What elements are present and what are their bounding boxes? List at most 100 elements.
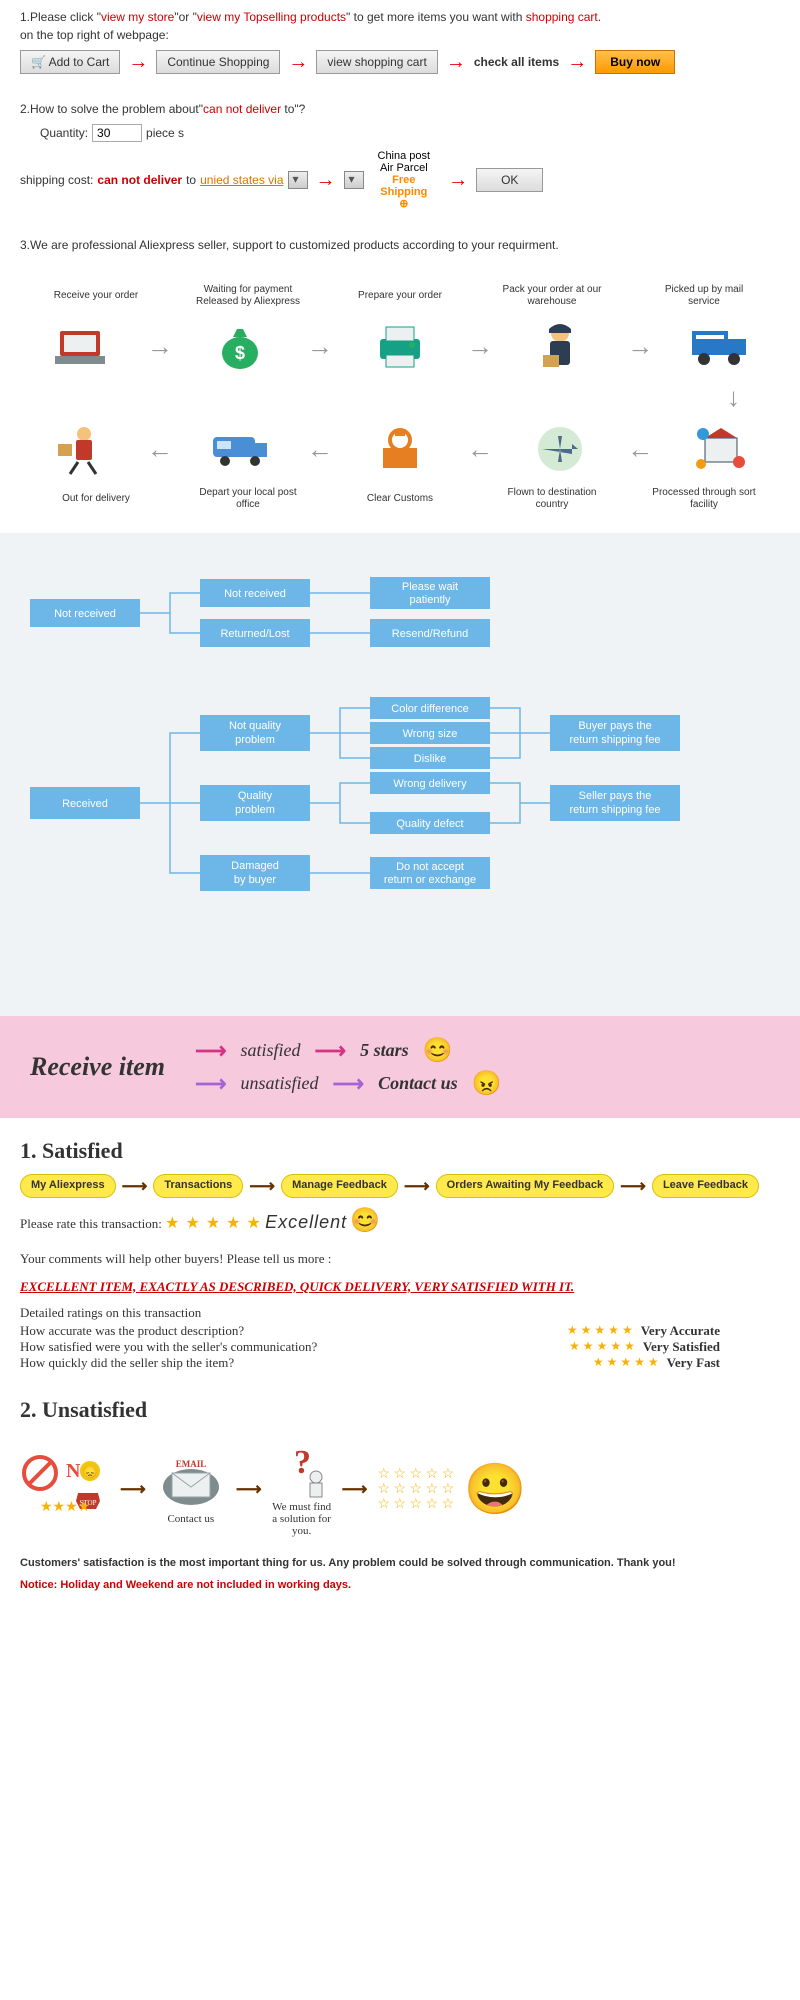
- rating-q: How quickly did the seller ship the item…: [20, 1355, 234, 1371]
- chip-leave-feedback[interactable]: Leave Feedback: [652, 1174, 759, 1197]
- dropdown-icon[interactable]: [344, 171, 364, 189]
- no-stop-icon: N 😞 STOP ★★★★: [20, 1453, 110, 1523]
- arrow-icon: ⟶: [404, 1176, 430, 1197]
- svg-text:Not received: Not received: [54, 608, 116, 620]
- line3-section: 3.We are professional Aliexpress seller,…: [0, 228, 800, 262]
- proc-label: Prepare your order: [348, 282, 453, 310]
- arrow-icon: →: [627, 331, 653, 362]
- money-bag-icon: $: [205, 316, 275, 376]
- rating-q: How accurate was the product description…: [20, 1323, 244, 1339]
- chip-orders-awaiting[interactable]: Orders Awaiting My Feedback: [436, 1174, 615, 1197]
- printer-icon: [365, 316, 435, 376]
- laptop-order-icon: [45, 316, 115, 376]
- rating-value: Very Accurate: [641, 1323, 720, 1339]
- svg-text:Not received: Not received: [224, 588, 286, 600]
- chip-transactions[interactable]: Transactions: [153, 1174, 243, 1197]
- stars-icon: ★ ★ ★ ★ ★: [567, 1323, 633, 1338]
- arrow-icon: ←: [467, 434, 493, 465]
- arrow-icon: →: [147, 331, 173, 362]
- cannot-deliver-text: can not deliver: [203, 102, 281, 116]
- buy-now-button[interactable]: Buy now: [595, 50, 675, 74]
- dropdown-icon[interactable]: [288, 171, 308, 189]
- solution-label: We must find a solution for you.: [272, 1501, 332, 1537]
- rating-row: How accurate was the product description…: [20, 1323, 720, 1339]
- decision-tree-svg: Not received Not received Returned/Lost …: [20, 563, 780, 983]
- arrow-icon: →: [288, 51, 308, 74]
- receive-banner: Receive item ⟶ satisfied ⟶ 5 stars 😊 ⟶ u…: [0, 1016, 800, 1118]
- text: " to get more items you want with: [346, 10, 526, 24]
- svg-text:😞: 😞: [83, 1465, 98, 1479]
- satisfied-label: satisfied: [241, 1040, 301, 1061]
- arrow-icon: ⟶: [342, 1479, 368, 1500]
- svg-text:return shipping fee: return shipping fee: [569, 734, 660, 746]
- arrow-icon: →: [128, 51, 148, 74]
- proc-label: Picked up by mail service: [652, 282, 757, 310]
- shipping-label-2: Shipping: [380, 186, 427, 198]
- svg-text:by buyer: by buyer: [234, 874, 277, 886]
- svg-text:patiently: patiently: [410, 594, 451, 606]
- svg-text:Wrong delivery: Wrong delivery: [393, 778, 467, 790]
- add-to-cart-button[interactable]: 🛒 Add to Cart: [20, 50, 120, 74]
- warehouse-worker-icon: [525, 316, 595, 376]
- arrow-icon: ⟶: [620, 1176, 646, 1197]
- link-topselling[interactable]: view my Topselling products: [197, 10, 346, 24]
- rating-value: Very Fast: [667, 1355, 720, 1371]
- link-view-store[interactable]: view my store: [101, 10, 174, 24]
- detailed-ratings: Detailed ratings on this transaction How…: [0, 1299, 800, 1377]
- svg-text:Buyer pays the: Buyer pays the: [578, 720, 651, 732]
- quantity-input[interactable]: [92, 124, 142, 142]
- shipping-row: shipping cost:can not deliver to unied s…: [20, 150, 780, 210]
- rating-value: Very Satisfied: [643, 1339, 720, 1355]
- five-stars-icon: ★ ★ ★ ★ ★: [165, 1215, 262, 1232]
- five-stars-label: 5 stars: [360, 1040, 409, 1061]
- svg-text:Dislike: Dislike: [414, 753, 446, 765]
- ok-button[interactable]: OK: [476, 168, 543, 192]
- proc-label: Clear Customs: [348, 485, 453, 513]
- arrow-icon: →: [448, 169, 468, 192]
- check-all-text: check all items: [474, 55, 559, 69]
- shipping-method: China post Air Parcel FreeShipping⊕: [378, 150, 431, 210]
- process-labels-top: Receive your order Waiting for payment R…: [20, 282, 780, 310]
- svg-text:Damaged: Damaged: [231, 860, 279, 872]
- arrow-icon: ⟶: [315, 1038, 347, 1064]
- unsatisfied-label: unsatisfied: [241, 1073, 319, 1094]
- order-process-flow: Receive your order Waiting for payment R…: [0, 262, 800, 533]
- continue-shopping-button[interactable]: Continue Shopping: [156, 50, 280, 74]
- button-flow-row: 🛒 Add to Cart → Continue Shopping → view…: [20, 50, 780, 74]
- proc-label: Processed through sort facility: [652, 485, 757, 513]
- shipping-label: shipping cost:: [20, 173, 93, 187]
- proc-label: Out for delivery: [44, 485, 149, 513]
- contact-us-label: Contact us: [156, 1513, 226, 1525]
- delivery-person-icon: [45, 419, 115, 479]
- footer-holiday-notice: Notice: Holiday and Weekend are not incl…: [0, 1579, 800, 1611]
- detail-heading: Detailed ratings on this transaction: [20, 1305, 780, 1321]
- svg-text:EMAIL: EMAIL: [176, 1459, 207, 1469]
- svg-text:$: $: [235, 343, 245, 363]
- intro-line2: on the top right of webpage:: [20, 28, 780, 42]
- svg-text:Please wait: Please wait: [402, 581, 458, 593]
- svg-text:problem: problem: [235, 804, 275, 816]
- rate-transaction-line: Please rate this transaction: ★ ★ ★ ★ ★ …: [0, 1198, 800, 1243]
- svg-text:?: ?: [294, 1444, 311, 1481]
- arrow-down-icon: ↓: [727, 382, 740, 413]
- receive-arrows: ⟶ satisfied ⟶ 5 stars 😊 ⟶ unsatisfied ⟶ …: [195, 1036, 502, 1098]
- china-post-label: China post: [378, 150, 431, 162]
- stars-result-cell: ☆ ☆ ☆ ☆ ☆☆ ☆ ☆ ☆ ☆☆ ☆ ☆ ☆ ☆: [377, 1467, 454, 1513]
- comments-help-line: Your comments will help other buyers! Pl…: [0, 1243, 800, 1275]
- intro-line1: 1.Please click "view my store"or "view m…: [20, 10, 780, 24]
- air-parcel-label: Air Parcel: [378, 162, 431, 174]
- intro-section: 1.Please click "view my store"or "view m…: [0, 0, 800, 92]
- feedback-chip-row: My Aliexpress ⟶ Transactions ⟶ Manage Fe…: [0, 1174, 800, 1197]
- view-cart-button[interactable]: view shopping cart: [316, 50, 437, 74]
- rating-q: How satisfied were you with the seller's…: [20, 1339, 317, 1355]
- process-icons-top: → $ → → →: [20, 310, 780, 382]
- quantity-row: Quantity: piece s: [40, 124, 780, 142]
- country-link[interactable]: unied states via: [200, 173, 283, 187]
- big-smiley-icon: 😀: [464, 1460, 526, 1519]
- excellent-word: Excellent: [265, 1212, 347, 1232]
- arrow-icon: →: [316, 169, 336, 192]
- chip-manage-feedback[interactable]: Manage Feedback: [281, 1174, 398, 1197]
- svg-text:Seller pays the: Seller pays the: [579, 790, 652, 802]
- free-label: Free: [392, 174, 415, 186]
- chip-my-aliexpress[interactable]: My Aliexpress: [20, 1174, 116, 1197]
